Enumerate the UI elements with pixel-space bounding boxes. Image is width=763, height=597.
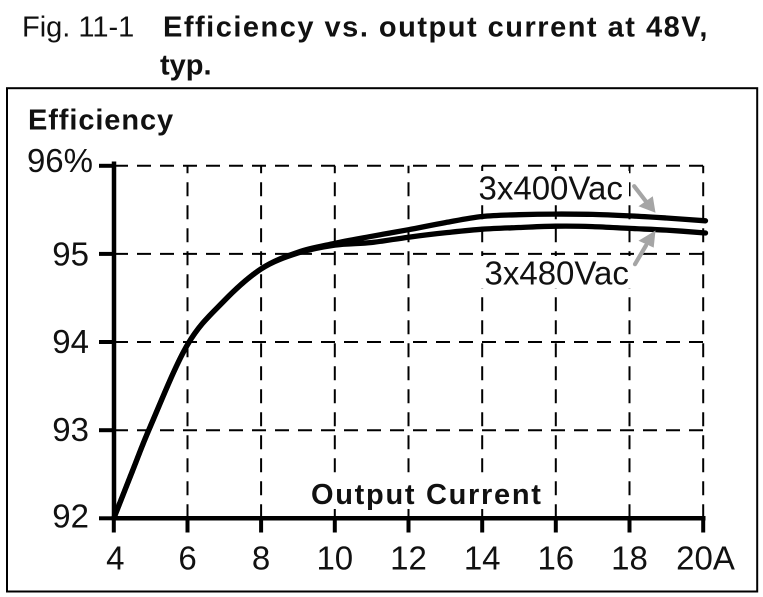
svg-text:94: 94	[52, 323, 89, 360]
svg-text:20A: 20A	[676, 540, 735, 577]
svg-text:16: 16	[537, 540, 574, 577]
svg-text:8: 8	[252, 540, 270, 577]
svg-text:Fig. 11-1: Fig. 11-1	[22, 12, 134, 44]
svg-text:10: 10	[316, 540, 353, 577]
svg-text:12: 12	[390, 540, 427, 577]
svg-text:Efficiency: Efficiency	[28, 105, 174, 137]
svg-text:95: 95	[52, 236, 89, 273]
svg-text:18: 18	[611, 540, 648, 577]
svg-text:3x480Vac: 3x480Vac	[485, 255, 629, 292]
svg-text:93: 93	[52, 411, 89, 448]
svg-text:4: 4	[106, 540, 124, 577]
svg-text:Output Current: Output Current	[311, 479, 543, 511]
svg-text:Efficiency vs. output current: Efficiency vs. output current at 48V,	[163, 12, 709, 44]
svg-text:96%: 96%	[27, 142, 93, 179]
svg-text:typ.: typ.	[160, 50, 212, 82]
svg-text:92: 92	[52, 498, 89, 535]
svg-text:3x400Vac: 3x400Vac	[479, 169, 623, 206]
svg-text:6: 6	[178, 540, 196, 577]
svg-text:14: 14	[464, 540, 501, 577]
